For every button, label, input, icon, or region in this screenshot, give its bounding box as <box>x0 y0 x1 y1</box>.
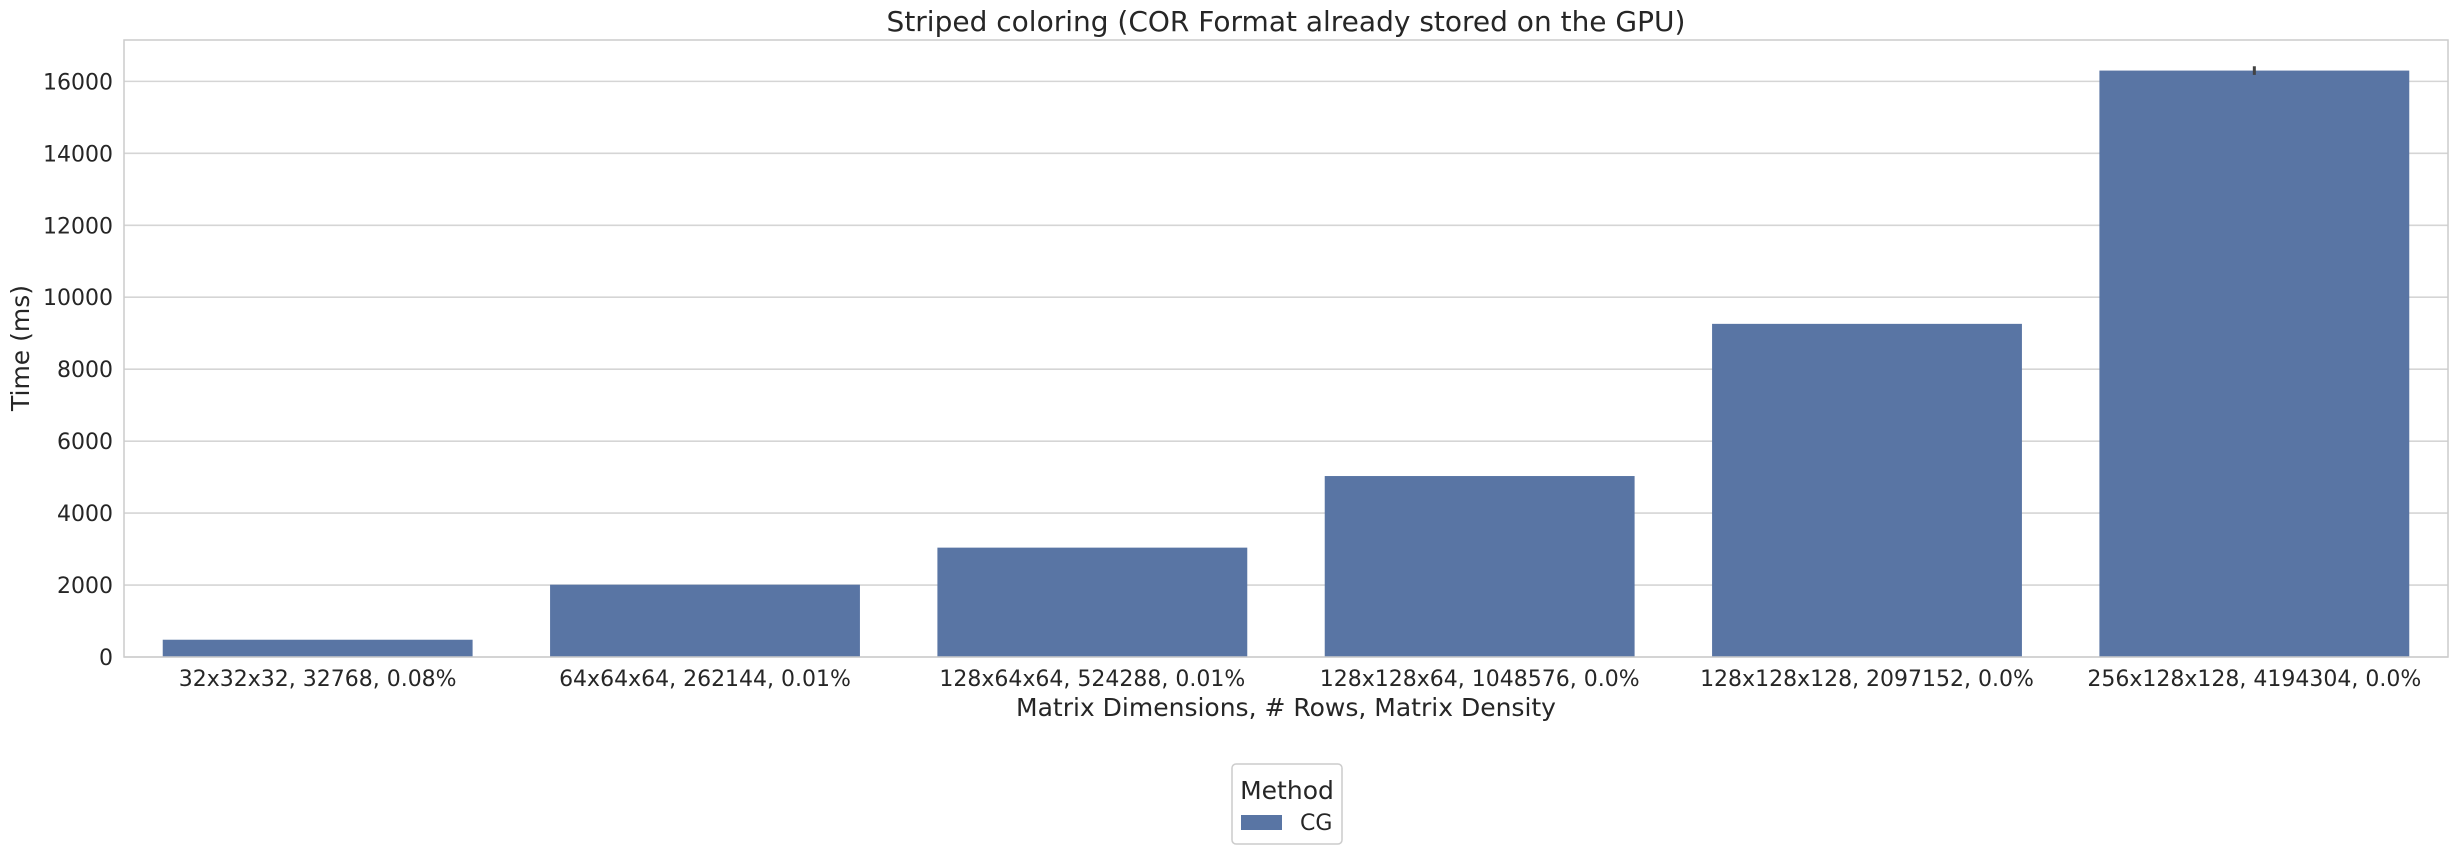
legend-label-cg: CG <box>1300 811 1332 836</box>
bar-cg-3 <box>1324 476 1635 657</box>
y-tick-label: 2000 <box>57 574 113 599</box>
x-tick-label: 32x32x32, 32768, 0.08% <box>179 667 457 692</box>
y-tick-label: 12000 <box>43 214 113 239</box>
y-tick-label: 6000 <box>57 430 113 455</box>
bar-cg-2 <box>937 547 1248 657</box>
x-axis-label: Matrix Dimensions, # Rows, Matrix Densit… <box>1016 693 1556 722</box>
bar-cg-5 <box>2099 70 2410 657</box>
x-tick-label: 128x128x64, 1048576, 0.0% <box>1320 667 1640 692</box>
bars <box>162 66 2410 657</box>
y-tick-label: 0 <box>99 646 113 671</box>
y-tick-label: 8000 <box>57 358 113 383</box>
x-tick-label: 128x128x128, 2097152, 0.0% <box>1700 667 2034 692</box>
y-tick-labels: 0 2000 4000 6000 8000 10000 12000 14000 16000 <box>43 70 113 671</box>
x-tick-label: 128x64x64, 524288, 0.01% <box>939 667 1245 692</box>
legend: Method CG <box>1231 763 1343 845</box>
y-tick-label: 4000 <box>57 502 113 527</box>
y-axis-label: Time (ms) <box>6 285 35 412</box>
x-tick-label: 64x64x64, 262144, 0.01% <box>559 667 851 692</box>
y-tick-label: 14000 <box>43 142 113 167</box>
x-tick-labels: 32x32x32, 32768, 0.08% 64x64x64, 262144, … <box>179 667 2422 692</box>
chart-title: Striped coloring (COR Format already sto… <box>887 5 1686 38</box>
bar-cg-1 <box>550 584 860 657</box>
grid-layer <box>124 80 2448 658</box>
x-tick-label: 256x128x128, 4194304, 0.0% <box>2087 667 2421 692</box>
y-tick-label: 16000 <box>43 70 113 95</box>
plot-frame <box>123 39 2449 658</box>
bar-cg-0 <box>162 639 473 657</box>
legend-swatch-cg <box>1241 815 1282 830</box>
legend-title: Method <box>1240 776 1334 805</box>
y-tick-label: 10000 <box>43 286 113 311</box>
bar-cg-4 <box>1712 323 2022 657</box>
